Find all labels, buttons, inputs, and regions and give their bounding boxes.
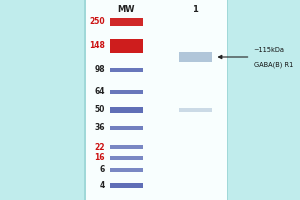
Bar	[226, 0, 228, 200]
Bar	[110, 156, 142, 160]
Text: ~115kDa: ~115kDa	[254, 47, 284, 53]
Bar	[178, 52, 212, 62]
Text: 16: 16	[94, 154, 105, 162]
Bar	[110, 145, 142, 149]
Text: 36: 36	[94, 123, 105, 132]
Text: 1: 1	[192, 4, 198, 14]
Text: MW: MW	[117, 4, 135, 14]
Text: GABA(B) R1: GABA(B) R1	[254, 62, 293, 68]
Bar	[110, 168, 142, 172]
Bar	[110, 182, 142, 188]
Text: 64: 64	[94, 88, 105, 97]
Bar	[110, 107, 142, 113]
Text: 98: 98	[94, 66, 105, 74]
Bar	[110, 126, 142, 130]
Bar	[84, 0, 86, 200]
Bar	[110, 18, 142, 26]
Bar	[110, 68, 142, 72]
Bar	[178, 108, 212, 112]
Text: 22: 22	[94, 142, 105, 152]
Text: 50: 50	[94, 106, 105, 114]
Text: 6: 6	[100, 166, 105, 174]
Text: 148: 148	[89, 42, 105, 50]
Text: 4: 4	[100, 180, 105, 190]
Bar	[110, 39, 142, 53]
Bar	[110, 90, 142, 94]
Bar	[84, 0, 228, 200]
Text: 250: 250	[89, 18, 105, 26]
